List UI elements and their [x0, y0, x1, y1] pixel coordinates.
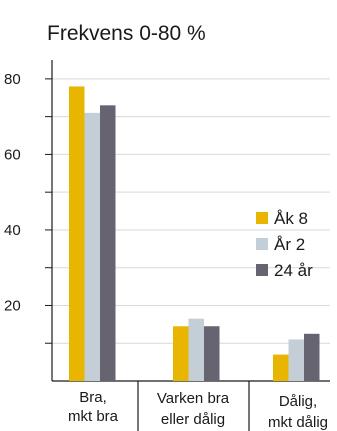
bar	[188, 318, 204, 381]
legend-label: 24 år	[274, 261, 313, 280]
category-label: Bra,	[79, 389, 107, 406]
bar	[69, 86, 85, 381]
legend-swatch	[256, 264, 268, 276]
bar	[273, 354, 289, 381]
y-axis-ticks: 20 40 60 80	[4, 71, 52, 344]
chart-title: Frekvens 0-80 %	[47, 22, 206, 45]
category-label: mkt dålig	[268, 414, 328, 431]
y-tick-label: 20	[4, 297, 21, 314]
category-label: eller dålig	[161, 411, 225, 428]
category-label: Dålig,	[279, 393, 317, 410]
legend: Åk 8 År 2 24 år	[256, 209, 313, 280]
legend-label: År 2	[274, 235, 305, 254]
legend-label: Åk 8	[274, 209, 308, 228]
bar	[204, 326, 220, 381]
bar	[100, 105, 116, 381]
y-tick-label: 60	[4, 146, 21, 163]
legend-swatch	[256, 238, 268, 250]
x-axis-categories: Bra, mkt bra Varken bra eller dålig Dålig, mk…	[68, 381, 328, 431]
y-tick-label: 80	[4, 71, 21, 88]
bar	[304, 333, 320, 381]
category-label: mkt bra	[68, 408, 119, 425]
category-label: Varken bra	[157, 390, 230, 407]
legend-swatch	[256, 212, 268, 224]
bars	[69, 86, 320, 381]
bar	[173, 326, 189, 381]
bar	[288, 339, 304, 381]
y-tick-label: 40	[4, 222, 21, 239]
bar	[84, 112, 100, 381]
